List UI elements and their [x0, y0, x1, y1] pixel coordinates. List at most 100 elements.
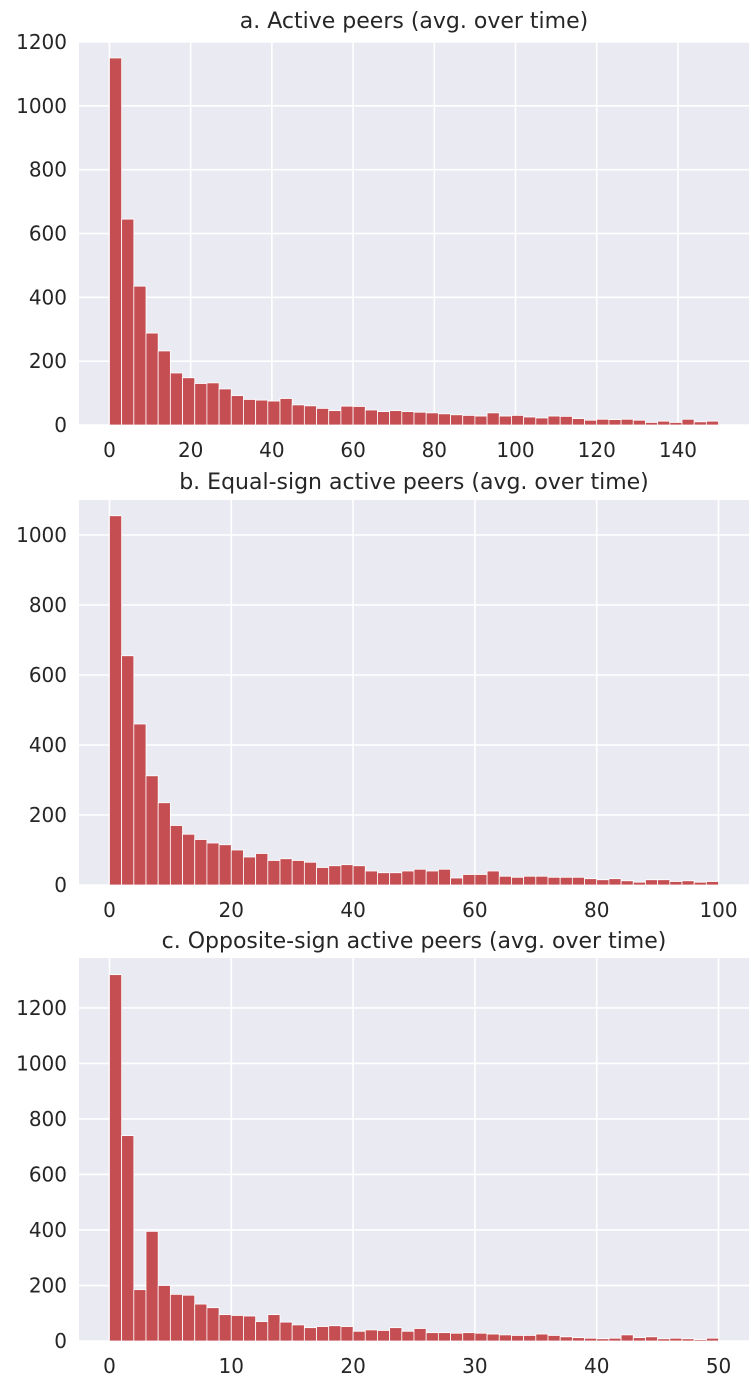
bar	[109, 515, 123, 886]
bar	[121, 218, 135, 426]
bar	[669, 1337, 683, 1342]
bar	[291, 1324, 305, 1342]
bar	[230, 849, 244, 886]
bar	[109, 57, 123, 426]
x-tick-label: 120	[578, 438, 616, 462]
bar	[279, 1321, 293, 1342]
bar	[194, 839, 208, 886]
bar	[645, 422, 659, 426]
bar	[535, 875, 549, 886]
bar	[425, 412, 439, 426]
bar	[462, 1332, 476, 1342]
bar	[511, 415, 525, 426]
bar	[571, 876, 585, 886]
x-tick-label: 30	[462, 1354, 487, 1378]
bar	[620, 1334, 634, 1342]
y-tick-label: 600	[29, 222, 67, 246]
bar	[303, 1327, 317, 1342]
bar	[169, 825, 183, 886]
bar	[547, 415, 561, 426]
bar	[206, 842, 220, 886]
bar	[218, 844, 232, 886]
bar	[364, 1329, 378, 1342]
bar	[340, 1326, 354, 1342]
bar	[632, 419, 646, 426]
bar	[559, 1336, 573, 1342]
bar	[547, 876, 561, 886]
bar	[620, 880, 634, 886]
bar	[474, 1332, 488, 1342]
bar	[145, 1230, 159, 1342]
x-tick-label: 50	[706, 1354, 731, 1378]
bar	[705, 420, 719, 426]
bar	[498, 415, 512, 426]
bar	[243, 399, 257, 426]
bar	[486, 412, 500, 426]
bar	[413, 411, 427, 426]
x-tick-label: 80	[422, 438, 447, 462]
bar	[596, 418, 610, 426]
bar	[389, 872, 403, 886]
bar	[681, 880, 695, 886]
x-tick-label: 40	[584, 1354, 609, 1378]
bar	[705, 1337, 719, 1342]
y-tick-label: 0	[54, 873, 67, 897]
x-tick-label: 140	[659, 438, 697, 462]
y-tick-label: 1000	[16, 94, 67, 118]
x-tick-label: 40	[340, 898, 365, 922]
bar	[243, 856, 257, 886]
bar	[523, 416, 537, 426]
bar	[133, 285, 147, 426]
chart-title: c. Opposite-sign active peers (avg. over…	[162, 929, 667, 954]
bar	[571, 1337, 585, 1342]
bar	[669, 881, 683, 886]
bar	[437, 1332, 451, 1342]
panel-c: 0 10 20 30 40 50 0 200 400 600 800 1000 1200 c. Oppos…	[16, 929, 749, 1378]
x-tick-label: 20	[219, 898, 244, 922]
bar	[157, 802, 171, 886]
bar	[267, 1314, 281, 1342]
x-tick-label: 60	[462, 898, 487, 922]
y-tick-label: 1200	[16, 996, 67, 1020]
bar	[279, 858, 293, 886]
y-tick-label: 0	[54, 1329, 67, 1353]
bar	[157, 1285, 171, 1342]
bar	[498, 875, 512, 886]
x-tick-label: 10	[219, 1354, 244, 1378]
bar	[328, 865, 342, 886]
y-tick-label: 1000	[16, 523, 67, 547]
y-tick-label: 400	[29, 1218, 67, 1242]
bar	[267, 400, 281, 426]
bar	[632, 1337, 646, 1342]
x-tick-label: 100	[496, 438, 534, 462]
bar	[681, 1338, 695, 1342]
bar	[401, 411, 415, 426]
bar	[632, 881, 646, 886]
bar	[693, 881, 707, 886]
bar	[693, 1339, 707, 1342]
plot-area-c	[79, 958, 749, 1341]
bar	[437, 868, 451, 886]
bar	[255, 1321, 269, 1342]
bar	[328, 410, 342, 426]
bar	[206, 382, 220, 426]
bar	[316, 1326, 330, 1342]
y-tick-label: 600	[29, 663, 67, 687]
bar	[389, 410, 403, 426]
bar	[511, 876, 525, 886]
bar	[182, 377, 196, 426]
bar	[535, 1333, 549, 1342]
bar	[669, 422, 683, 426]
chart-title: b. Equal-sign active peers (avg. over ti…	[179, 470, 649, 495]
x-tick-label: 20	[340, 1354, 365, 1378]
bar	[218, 388, 232, 426]
x-tick-label: 0	[103, 438, 116, 462]
bar	[206, 1307, 220, 1342]
bar	[596, 879, 610, 886]
chart-title: a. Active peers (avg. over time)	[240, 9, 588, 34]
bar	[425, 1332, 439, 1342]
bar	[584, 1337, 598, 1342]
